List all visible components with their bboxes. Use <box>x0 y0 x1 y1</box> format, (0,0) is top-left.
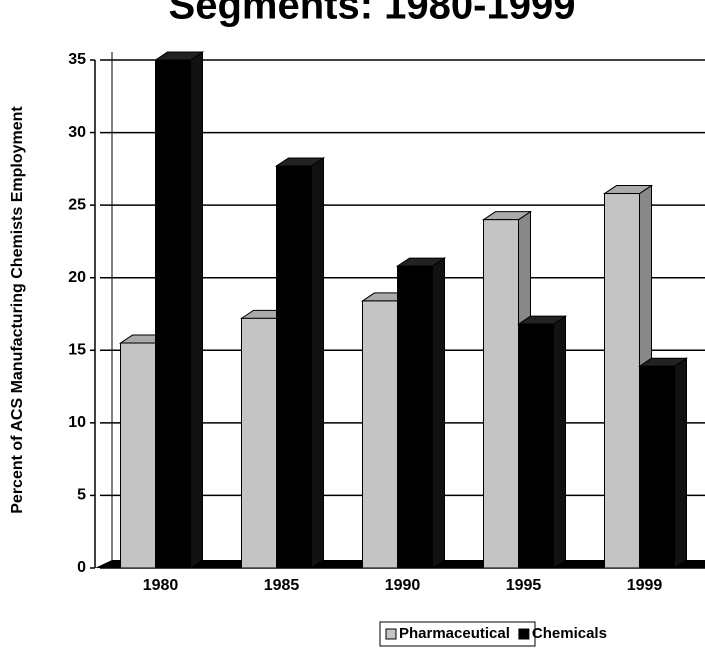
bar-side <box>674 357 687 569</box>
bar-side <box>432 257 445 569</box>
x-tick-label: 1995 <box>506 577 542 594</box>
bar-side <box>553 315 566 569</box>
y-tick-label: 15 <box>68 342 86 359</box>
bar <box>483 219 519 569</box>
y-tick-label: 35 <box>68 51 86 68</box>
legend-label: Chemicals <box>532 625 607 642</box>
y-tick-label: 25 <box>68 196 86 213</box>
x-tick-label: 1985 <box>264 577 300 594</box>
chart-title: Segments: 1980-1999 <box>169 0 576 28</box>
bar <box>639 365 675 569</box>
bar <box>604 193 640 569</box>
legend-box <box>379 621 536 647</box>
legend-swatch <box>518 628 530 640</box>
y-tick-label: 20 <box>68 269 86 286</box>
y-tick-label: 5 <box>77 487 86 504</box>
bar-side <box>190 51 203 569</box>
bar <box>276 165 312 569</box>
y-tick-label: 30 <box>68 124 86 141</box>
y-axis-label: Percent of ACS Manufacturing Chemists Em… <box>9 106 26 514</box>
bar <box>518 323 554 569</box>
bar <box>397 265 433 569</box>
y-tick-label: 10 <box>68 414 86 431</box>
bar <box>120 342 156 569</box>
bar <box>241 317 277 569</box>
legend-swatch <box>385 628 397 640</box>
legend-label: Pharmaceutical <box>399 625 510 642</box>
x-tick-label: 1990 <box>385 577 421 594</box>
y-tick-label: 0 <box>77 559 86 576</box>
bar <box>362 300 398 569</box>
bar-side <box>311 157 324 569</box>
x-tick-label: 1999 <box>627 577 663 594</box>
x-tick-label: 1980 <box>143 577 179 594</box>
bar <box>155 59 191 569</box>
